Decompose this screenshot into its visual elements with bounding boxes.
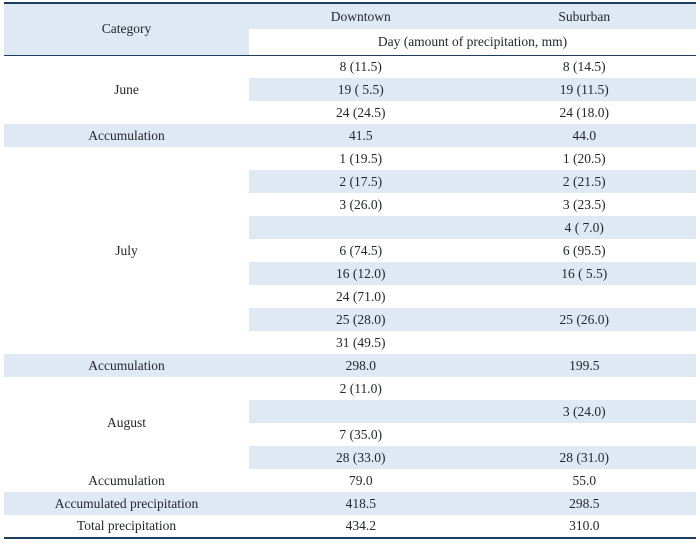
cell-downtown: 24 (24.5) bbox=[336, 104, 386, 120]
cell-downtown: 2 (17.5) bbox=[249, 170, 473, 193]
table-row: Accumulated precipitation 418.5 298.5 bbox=[4, 492, 696, 515]
cell-suburban: 3 (24.0) bbox=[472, 400, 696, 423]
cell-downtown: 1 (19.5) bbox=[339, 150, 383, 166]
cell-suburban: 199.5 bbox=[472, 354, 696, 377]
table-row: 6 (74.5) 6 (95.5) bbox=[4, 239, 696, 262]
cell-downtown: 31 (49.5) bbox=[336, 334, 386, 350]
table-row: August 2 (11.0) bbox=[4, 377, 697, 469]
cell-suburban: 25 (26.0) bbox=[472, 308, 696, 331]
table-row: Accumulation 79.0 55.0 bbox=[4, 469, 696, 492]
table-row: 3 (26.0) 3 (23.5) bbox=[4, 193, 696, 216]
summary-label-cell: Accumulation bbox=[88, 472, 165, 488]
cell-downtown: 2 (11.0) bbox=[339, 380, 382, 396]
cell-suburban: 24 (18.0) bbox=[559, 104, 610, 120]
cell-suburban: 55.0 bbox=[572, 472, 597, 488]
cell-downtown bbox=[249, 216, 473, 239]
cell-suburban: 44.0 bbox=[472, 124, 696, 147]
cell-suburban bbox=[473, 377, 697, 400]
precipitation-table: Category Downtown Suburban Day (amount o… bbox=[4, 2, 696, 539]
cell-suburban: 8 (14.5) bbox=[562, 58, 606, 74]
cell-suburban: 16 ( 5.5) bbox=[472, 262, 696, 285]
cell-suburban bbox=[473, 423, 697, 446]
cell-suburban bbox=[473, 331, 697, 354]
summary-label-cell: Total precipitation bbox=[76, 518, 177, 533]
cell-downtown: 16 (12.0) bbox=[249, 262, 473, 285]
cell-downtown: 19 ( 5.5) bbox=[249, 78, 473, 101]
cell-suburban: 1 (20.5) bbox=[562, 150, 606, 166]
cell-suburban: 298.5 bbox=[472, 492, 696, 515]
summary-label-cell: Accumulated precipitation bbox=[4, 492, 249, 515]
cell-suburban bbox=[473, 285, 697, 308]
month-cell: August bbox=[4, 377, 249, 469]
table-row: Accumulation 41.5 44.0 bbox=[4, 124, 696, 147]
header-category-cell: Category bbox=[4, 3, 249, 55]
table-row: 24 (71.0) bbox=[4, 285, 696, 308]
table-row: 25 (28.0) 25 (26.0) bbox=[4, 308, 696, 331]
cell-downtown: 6 (74.5) bbox=[339, 242, 383, 258]
cell-suburban: 2 (21.5) bbox=[472, 170, 696, 193]
table-row: 28 (33.0) 28 (31.0) bbox=[4, 446, 696, 469]
month-cell: July bbox=[4, 147, 249, 354]
header-row-1: Category Downtown Suburban bbox=[4, 3, 696, 55]
cell-downtown: 79.0 bbox=[348, 472, 373, 488]
cell-suburban: 19 (11.5) bbox=[472, 78, 696, 101]
table-row: 2 (17.5) 2 (21.5) bbox=[4, 170, 696, 193]
cell-suburban: 4 ( 7.0) bbox=[472, 216, 696, 239]
table-row: 4 ( 7.0) bbox=[4, 216, 696, 239]
table-row: 7 (35.0) bbox=[4, 423, 696, 446]
table-body: June 8 (11.5) 8 (14.5) 19 ( 5.5) 19 (11.5) 24… bbox=[4, 55, 696, 538]
cell-downtown bbox=[249, 400, 473, 423]
header-suburban-cell: Suburban bbox=[472, 3, 696, 29]
header-row-2: Day (amount of precipitation, mm) bbox=[4, 29, 696, 55]
cell-downtown: 7 (35.0) bbox=[339, 426, 383, 442]
cell-downtown: 28 (33.0) bbox=[249, 446, 473, 469]
table-row: July 1 (19.5) 1 (20.5) bbox=[4, 147, 696, 354]
table-row: 3 (24.0) bbox=[4, 400, 696, 423]
cell-downtown: 41.5 bbox=[249, 124, 473, 147]
month-cell: June bbox=[4, 55, 249, 124]
cell-suburban: 310.0 bbox=[569, 518, 600, 533]
table-row: 16 (12.0) 16 ( 5.5) bbox=[4, 262, 696, 285]
cell-downtown: 25 (28.0) bbox=[249, 308, 473, 331]
cell-downtown: 434.2 bbox=[345, 518, 376, 533]
header-downtown-cell: Downtown bbox=[249, 3, 473, 29]
table-row: Accumulation 298.0 199.5 bbox=[4, 354, 696, 377]
summary-label-cell: Accumulation bbox=[4, 354, 249, 377]
cell-suburban: 3 (23.5) bbox=[562, 196, 606, 212]
table-row: 19 ( 5.5) 19 (11.5) bbox=[4, 78, 696, 101]
table-row: June 8 (11.5) 8 (14.5) bbox=[4, 55, 696, 124]
cell-downtown: 418.5 bbox=[249, 492, 473, 515]
header-day-cell: Day (amount of precipitation, mm) bbox=[249, 29, 696, 55]
cell-downtown: 8 (11.5) bbox=[339, 58, 382, 74]
table-row: 31 (49.5) bbox=[4, 331, 696, 354]
cell-suburban: 28 (31.0) bbox=[472, 446, 696, 469]
cell-downtown: 298.0 bbox=[249, 354, 473, 377]
cell-downtown: 24 (71.0) bbox=[336, 288, 386, 304]
cell-suburban: 6 (95.5) bbox=[562, 242, 606, 258]
summary-label-cell: Accumulation bbox=[4, 124, 249, 147]
table-header: Category Downtown Suburban Day (amount o… bbox=[4, 3, 696, 55]
table-row: 24 (24.5) 24 (18.0) bbox=[4, 101, 696, 124]
cell-downtown: 3 (26.0) bbox=[339, 196, 383, 212]
table-row: Total precipitation 434.2 310.0 bbox=[4, 515, 696, 538]
